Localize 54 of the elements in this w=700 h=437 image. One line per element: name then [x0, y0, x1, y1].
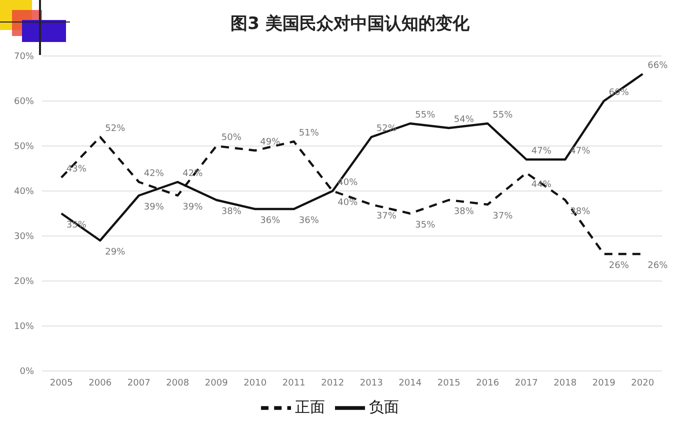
data-label: 39%: [182, 202, 204, 212]
data-label: 38%: [454, 207, 474, 217]
x-tick-label: 2020: [631, 378, 654, 388]
data-label: 49%: [260, 138, 281, 148]
data-label: 38%: [221, 207, 242, 217]
x-tick-label: 2012: [321, 378, 344, 388]
data-label: 40%: [338, 178, 358, 188]
x-tick-label: 2009: [204, 378, 228, 388]
x-tick-label: 2014: [398, 378, 422, 388]
y-tick-label: 70%: [14, 52, 34, 62]
data-label: 55%: [415, 110, 436, 120]
data-label: 51%: [298, 128, 320, 138]
y-tick-label: 30%: [14, 232, 34, 242]
data-label: 55%: [492, 110, 514, 120]
y-tick-label: 20%: [14, 277, 34, 288]
x-tick-label: 2005: [50, 378, 73, 388]
data-label: 42%: [182, 169, 204, 179]
data-label: 26%: [648, 261, 668, 271]
data-label: 54%: [454, 115, 474, 125]
data-label: 36%: [260, 216, 281, 226]
data-label: 52%: [105, 124, 126, 134]
x-tick-label: 2011: [282, 378, 306, 388]
y-tick-label: 50%: [14, 142, 34, 152]
chart-title: 图3 美国民众对中国认知的变化: [230, 13, 470, 36]
data-label: 37%: [492, 212, 514, 222]
data-label: 35%: [415, 220, 436, 230]
data-label: 26%: [608, 261, 630, 271]
data-label: 50%: [221, 133, 242, 143]
x-tick-label: 2008: [166, 378, 190, 388]
x-tick-label: 2007: [127, 378, 150, 388]
data-label: 47%: [531, 146, 552, 156]
x-tick-label: 2013: [360, 378, 383, 388]
x-tick-label: 2010: [244, 378, 267, 388]
data-label: 47%: [570, 146, 591, 156]
x-tick-label: 2016: [476, 378, 500, 388]
x-tick-label: 2018: [554, 378, 577, 388]
data-label: 29%: [105, 248, 126, 258]
y-tick-label: 10%: [14, 322, 34, 332]
x-tick-label: 2015: [437, 378, 460, 388]
data-label: 66%: [648, 61, 668, 71]
y-tick-label: 60%: [14, 97, 34, 108]
data-label: 37%: [376, 212, 397, 222]
legend-label: 负面: [369, 398, 399, 416]
x-tick-label: 2006: [88, 378, 112, 388]
x-tick-label: 2017: [514, 378, 538, 388]
data-label: 42%: [144, 169, 164, 179]
data-label: 40%: [338, 198, 358, 208]
x-tick-label: 2019: [592, 378, 616, 388]
data-label: 36%: [298, 216, 320, 226]
data-label: 39%: [144, 202, 164, 212]
y-tick-label: 0%: [20, 367, 34, 378]
data-label: 43%: [66, 164, 87, 174]
y-tick-label: 40%: [14, 187, 34, 198]
legend-label: 正面: [295, 398, 325, 416]
